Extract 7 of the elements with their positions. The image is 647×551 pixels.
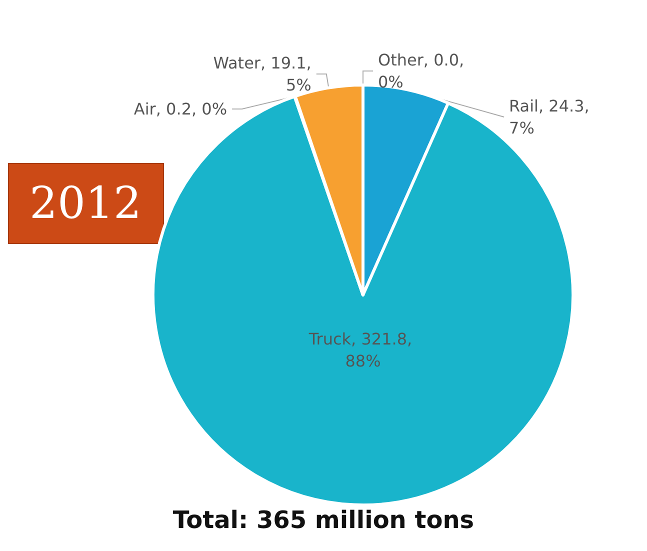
- slice-label: Water, 19.1, 5%: [213, 54, 312, 95]
- slice-label: Rail, 24.3, 7%: [509, 96, 594, 138]
- slice-label: Air, 0.2, 0%: [134, 100, 228, 119]
- text: 2012: [30, 178, 142, 229]
- text: Total: 365 million tons: [172, 506, 474, 534]
- legend-label: Other, 0.0, 0%: [378, 50, 470, 92]
- slice-label: Truck, 321.8, 88%: [308, 330, 418, 370]
